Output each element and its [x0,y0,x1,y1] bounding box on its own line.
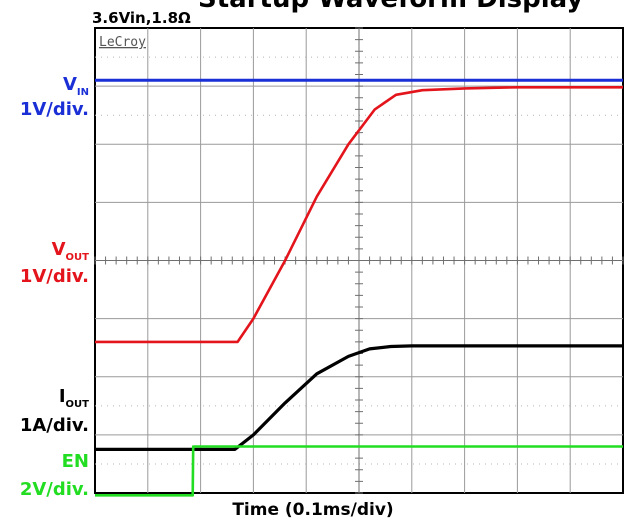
x-axis-label: Time (0.1ms/div) [232,500,394,520]
page-title: Startup Waveform Display [198,0,583,14]
vin-name: V [62,74,77,95]
vout-subscript: OUT [65,252,89,263]
trace-vout [95,86,623,344]
iout-scale: 1A/div. [19,415,89,436]
channel-label-en: EN 2V/div. [0,448,89,504]
iout-subscript: OUT [65,399,89,410]
en-scale: 2V/div. [19,479,89,500]
en-name: EN [61,451,89,472]
channel-label-vin: VIN 1V/div. [0,74,89,121]
iout-name: I [58,386,66,407]
chart-subtitle: 3.6Vin,1.8Ω [92,9,191,27]
trace-iout [95,344,623,451]
channel-label-vout: VOUT 1V/div. [0,238,89,289]
vin-subscript: IN [76,87,89,98]
channel-label-iout: IOUT 1A/div. [0,384,89,439]
lecroy-logo: LeCroy [99,35,146,50]
vin-scale: 1V/div. [19,99,89,120]
traces [95,78,623,497]
vout-name: V [51,239,66,260]
trace-en [95,445,623,497]
vout-scale: 1V/div. [19,266,89,287]
